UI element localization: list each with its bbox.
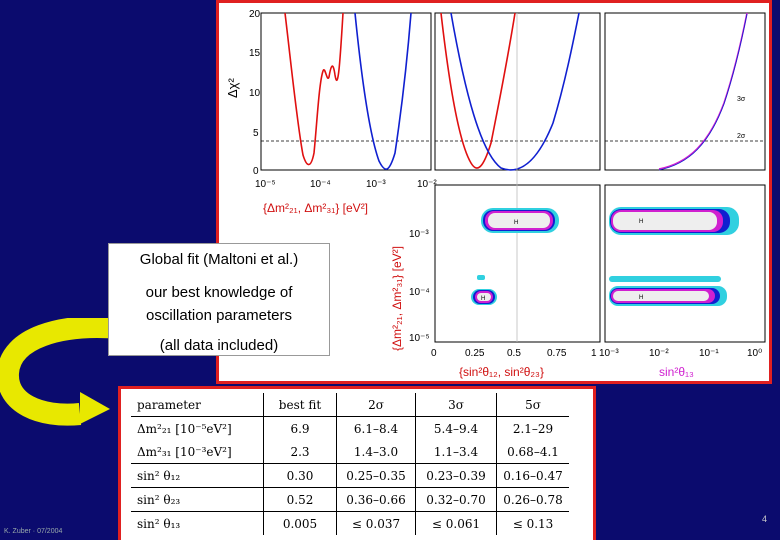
panel-sin2-chi2 bbox=[434, 12, 601, 171]
sigma-label-3: 3σ bbox=[737, 96, 746, 103]
panel-sin2-contour bbox=[434, 184, 601, 343]
xtick-p2: 0.75 bbox=[547, 348, 567, 359]
x-ticks-panel2: 0 0.25 0.5 0.75 1 bbox=[431, 348, 597, 359]
svg-text:H: H bbox=[514, 220, 518, 226]
table-row: sin² θ₂₃ 0.52 0.36–0.66 0.32–0.70 0.26–0… bbox=[131, 487, 569, 512]
xtick-p1: 10⁻³ bbox=[366, 179, 386, 190]
xlabel-panel3: sin²θ₁₃ bbox=[659, 365, 694, 379]
panel-sin2t13-contour bbox=[604, 184, 766, 343]
table-header: 2σ bbox=[336, 393, 416, 417]
table-cell: ≤ 0.061 bbox=[415, 511, 497, 535]
ytick-bottom: 10⁻⁴ bbox=[409, 287, 430, 298]
xlabel-panel2: {sin²θ₁₂, sin²θ₂₃} bbox=[459, 365, 544, 379]
page-number: 4 bbox=[762, 514, 768, 524]
panel-dm2-chi2 bbox=[260, 12, 432, 171]
svg-text:H: H bbox=[639, 295, 643, 301]
callout-line: oscillation parameters bbox=[146, 307, 292, 324]
xtick-p2: 1 bbox=[591, 348, 597, 359]
ytick-top: 15 bbox=[249, 48, 261, 59]
table-header: 3σ bbox=[415, 393, 497, 417]
callout-line: our best knowledge of bbox=[145, 284, 293, 301]
table-cell: Δm²₃₁ [10⁻³eV²] bbox=[131, 440, 264, 464]
curve-sin2t23 bbox=[450, 12, 580, 171]
callout-line: (all data included) bbox=[159, 337, 279, 354]
table-cell: 1.1–3.4 bbox=[415, 440, 497, 464]
table-cell: sin² θ₂₃ bbox=[131, 487, 264, 512]
table-cell: ≤ 0.037 bbox=[336, 511, 416, 535]
parameter-table-frame: parameter best fit 2σ 3σ 5σ Δm²₂₁ [10⁻⁵e… bbox=[118, 386, 596, 540]
curve-dm31 bbox=[354, 12, 412, 170]
xtick-p3: 10⁻¹ bbox=[699, 348, 719, 359]
table-row: sin² θ₁₃ 0.005 ≤ 0.037 ≤ 0.061 ≤ 0.13 bbox=[131, 511, 569, 535]
table-header: parameter bbox=[131, 393, 264, 417]
table-row: sin² θ₁₂ 0.30 0.25–0.35 0.23–0.39 0.16–0… bbox=[131, 463, 569, 488]
xtick-p1: 10⁻⁴ bbox=[310, 179, 331, 190]
ytick-top: 10 bbox=[249, 88, 261, 99]
curved-arrow-icon bbox=[0, 318, 121, 426]
curve-sin2t13 bbox=[658, 12, 748, 170]
table-cell: 0.36–0.66 bbox=[336, 487, 416, 512]
table-cell: 2.1–29 bbox=[512, 421, 554, 436]
table-cell: 0.23–0.39 bbox=[415, 463, 497, 488]
contours-panel3: H H bbox=[609, 207, 739, 306]
svg-text:H: H bbox=[639, 219, 643, 225]
ylabel-bottom: {Δm²₂₁, Δm²₃₁} [eV²] bbox=[390, 246, 404, 351]
x-ticks-panel1: 10⁻⁵ 10⁻⁴ 10⁻³ 10⁻² bbox=[255, 179, 437, 190]
table-cell: ≤ 0.13 bbox=[496, 511, 569, 535]
table-cell: 0.005 bbox=[263, 511, 337, 535]
table-cell: 5.4–9.4 bbox=[415, 416, 497, 440]
table-header: 5σ bbox=[496, 393, 569, 417]
table-header: best fit bbox=[263, 393, 337, 417]
x-ticks-panel3: 10⁻³ 10⁻² 10⁻¹ 10⁰ bbox=[599, 348, 762, 359]
table-cell: 0.30 bbox=[263, 463, 337, 488]
table-cell: 0.32–0.70 bbox=[415, 487, 497, 512]
table-row: Δm²₃₁ [10⁻³eV²] 2.3 1.4–3.0 1.1–3.4 0.68… bbox=[131, 440, 569, 464]
sigma-label-2: 2σ bbox=[737, 133, 746, 140]
xlabel-panel1: {Δm²₂₁, Δm²₃₁} [eV²] bbox=[263, 201, 368, 215]
callout-title: Global fit (Maltoni et al.) bbox=[139, 251, 299, 268]
curve-dm21 bbox=[284, 12, 344, 166]
xtick-p3: 10⁻² bbox=[649, 348, 669, 359]
table-cell: 6.1–8.4 bbox=[336, 416, 416, 440]
table-cell: Δm²₂₁ [10⁻⁵eV²] bbox=[131, 416, 264, 440]
curve-sin2t12 bbox=[440, 12, 516, 169]
fit-plots-svg: 20 15 10 5 0 Δχ² 3σ 2σ 10⁻⁵ 10⁻⁴ 10⁻³ 10… bbox=[225, 9, 766, 379]
xtick-p3: 10⁻³ bbox=[599, 348, 619, 359]
table-cell: 0.26–0.78 bbox=[496, 487, 569, 512]
table-row: Δm²₂₁ [10⁻⁵eV²] 6.9 6.1–8.4 5.4–9.4 2.1–… bbox=[131, 416, 569, 440]
table-cell: sin² θ₁₃ bbox=[131, 511, 264, 535]
contours-panel2: H H bbox=[471, 208, 559, 305]
xtick-p1: 10⁻⁵ bbox=[255, 179, 276, 190]
ytick-bottom: 10⁻³ bbox=[409, 229, 429, 240]
ytick-top: 5 bbox=[253, 128, 259, 139]
parameter-table: parameter best fit 2σ 3σ 5σ Δm²₂₁ [10⁻⁵e… bbox=[131, 393, 569, 535]
table-cell: 0.25–0.35 bbox=[336, 463, 416, 488]
ytick-bottom: 10⁻⁵ bbox=[409, 333, 430, 344]
footer-text: K. Zuber · 07/2004 bbox=[4, 528, 63, 535]
xtick-p2: 0 bbox=[431, 348, 437, 359]
table-cell: 1.4–3.0 bbox=[336, 440, 416, 464]
ytick-top: 0 bbox=[253, 166, 259, 177]
table-cell: sin² θ₁₂ bbox=[131, 463, 264, 488]
y-ticks-bottom: 10⁻³ 10⁻⁴ 10⁻⁵ bbox=[409, 229, 430, 344]
panel-sin2t13-chi2 bbox=[604, 12, 766, 171]
ytick-top: 20 bbox=[249, 9, 261, 20]
ylabel-top: Δχ² bbox=[225, 77, 240, 98]
callout-box: Global fit (Maltoni et al.) our best kno… bbox=[108, 243, 330, 356]
table-header-row: parameter best fit 2σ 3σ 5σ bbox=[131, 393, 569, 417]
table-cell: 2.3 bbox=[263, 440, 337, 464]
table-cell: 6.9 bbox=[263, 416, 337, 440]
xtick-p3: 10⁰ bbox=[747, 348, 762, 359]
table-cell: 0.52 bbox=[263, 487, 337, 512]
xtick-p1: 10⁻² bbox=[417, 179, 437, 190]
xtick-p2: 0.5 bbox=[507, 348, 521, 359]
xtick-p2: 0.25 bbox=[465, 348, 485, 359]
y-ticks-top: 20 15 10 5 0 bbox=[249, 9, 261, 177]
table-cell: 0.16–0.47 bbox=[496, 463, 569, 488]
table-cell: 0.68–4.1 bbox=[507, 444, 559, 459]
svg-text:H: H bbox=[481, 296, 485, 302]
